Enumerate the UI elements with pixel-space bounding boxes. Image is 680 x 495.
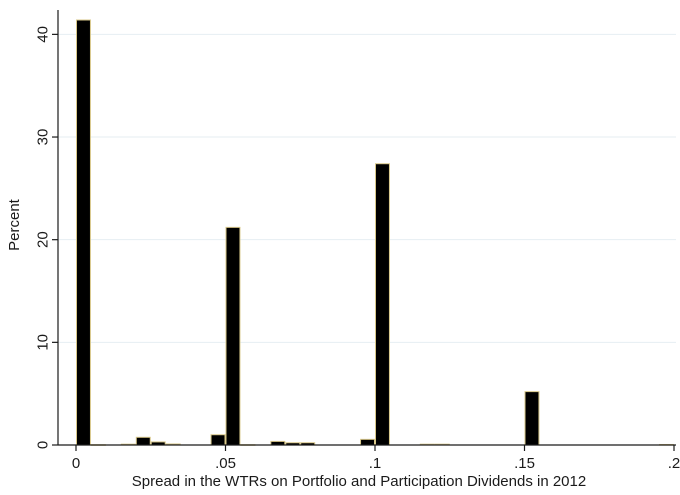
histogram-bar: [210, 434, 226, 446]
histogram-bar: [375, 163, 390, 446]
x-axis-ticks: 0 .05 .1 .15 .2: [72, 445, 680, 472]
x-tick-label: .1: [369, 455, 382, 472]
y-tick-label: 30: [35, 129, 52, 146]
y-tick-label: 10: [35, 334, 52, 351]
histogram-bar: [524, 391, 540, 446]
y-tick-label: 20: [35, 231, 52, 248]
histogram-bar: [360, 438, 375, 446]
histogram-bar: [225, 226, 241, 446]
bars: [76, 19, 674, 446]
x-tick-label: 0: [72, 455, 80, 472]
x-tick-label: .15: [514, 455, 535, 472]
axes: [57, 10, 676, 446]
x-tick-label: .05: [215, 455, 236, 472]
gridlines: [58, 33, 676, 343]
histogram-bar: [135, 436, 151, 446]
x-tick-label: .2: [668, 455, 680, 472]
y-axis-ticks: 0 10 20 30 40: [35, 26, 58, 449]
x-axis-title: Spread in the WTRs on Portfolio and Part…: [132, 473, 586, 490]
y-tick-label: 40: [35, 26, 52, 43]
histogram-bar: [76, 19, 91, 446]
y-tick-label: 0: [35, 441, 52, 449]
y-axis-title: Percent: [6, 198, 23, 251]
